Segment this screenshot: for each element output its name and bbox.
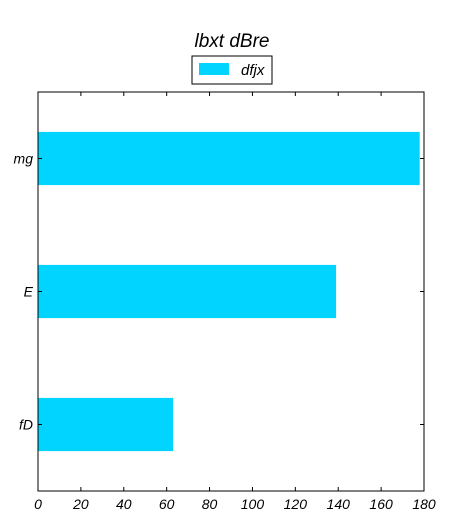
x-tick-label: 100	[241, 496, 265, 512]
x-tick-label: 60	[159, 496, 175, 512]
x-tick-label: 20	[72, 496, 89, 512]
bar-mg	[38, 131, 420, 186]
x-tick-label: 160	[369, 496, 393, 512]
x-tick-label: 120	[284, 496, 308, 512]
y-tick-label: mg	[14, 151, 34, 167]
legend: dfjx	[191, 55, 273, 85]
x-tick-label: 80	[202, 496, 218, 512]
chart-title: lbxt dBre	[195, 31, 270, 52]
x-tick-label: 40	[116, 496, 132, 512]
x-tick-label: 180	[412, 496, 436, 512]
y-tick-label: fD	[19, 417, 33, 433]
y-tick-label: E	[24, 284, 34, 300]
bar-fD	[38, 397, 174, 452]
x-tick-label: 140	[327, 496, 351, 512]
legend-swatch	[199, 63, 229, 75]
x-tick-label: 0	[34, 496, 42, 512]
bar-E	[38, 264, 337, 319]
plot-frame	[37, 91, 425, 492]
bars-group	[38, 131, 420, 452]
legend-label: dfjx	[241, 62, 265, 79]
ticks-group: mg EfD 0 20 40 60 80 100 120 140 160 180	[14, 92, 436, 512]
